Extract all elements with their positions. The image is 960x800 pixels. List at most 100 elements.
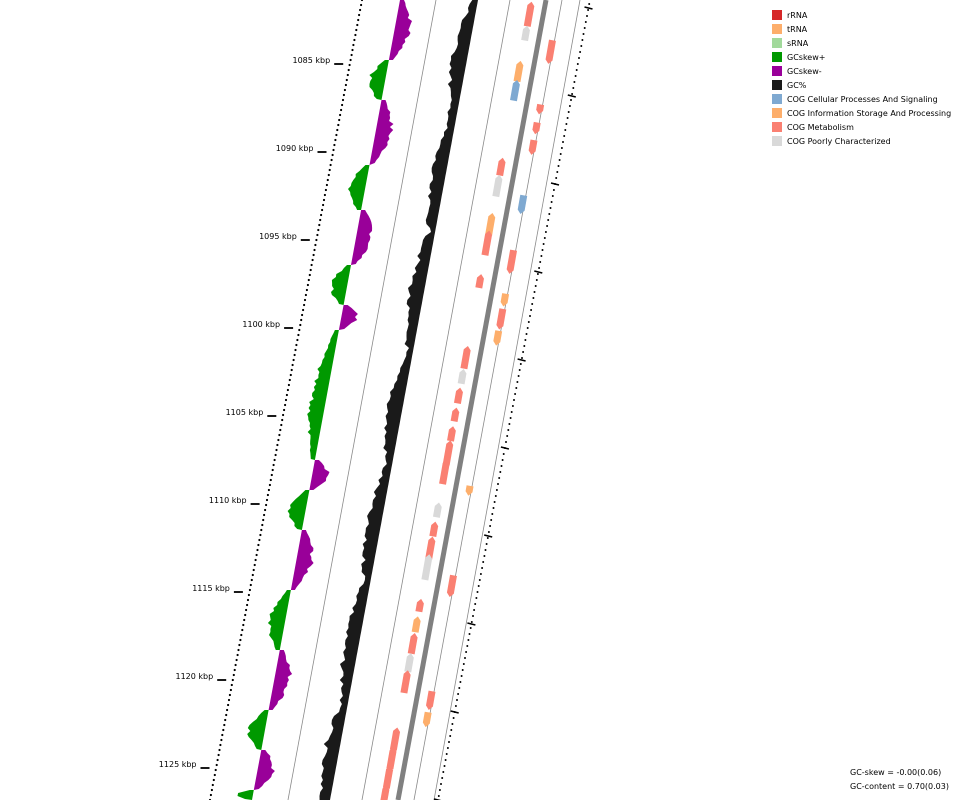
inner-scale-dot [468,633,471,635]
legend-item: rRNA [772,8,951,22]
inner-scale-dot [566,117,569,119]
scale-dot [286,388,289,392]
scale-dot [225,713,228,717]
inner-scale-dot [482,561,485,563]
inner-scale-dot [522,351,525,353]
scale-dot [273,458,276,462]
scale-dot [343,88,346,92]
inner-scale-dot [486,537,489,539]
inner-scale-dot [546,225,549,227]
gene-feature-arrow [475,274,484,289]
scale-dot [356,23,359,27]
inner-scale-dot [565,123,568,125]
gene-feature-arrow [382,765,394,789]
scale-dot [359,8,362,12]
scale-dot [235,658,238,662]
scale-dot [269,478,272,482]
gene-feature-arrow [528,139,538,155]
scale-dot [281,418,284,422]
gene-feature-arrow [421,554,433,581]
inner-scale-dot [584,21,587,23]
gene-feature-arrow [422,711,432,728]
inner-scale-dot [452,717,455,719]
inner-scale-dot [501,459,504,461]
scale-dot [352,43,355,47]
scale-dot [262,518,265,522]
scale-dot [277,438,280,442]
inner-scale-dot [571,93,574,95]
inner-scale-dot [519,363,522,365]
gene-arrow-shape [439,459,450,485]
inner-scale-dot [578,57,580,59]
scale-dot [329,163,332,167]
scale-dot [345,78,348,82]
scale-dot [355,28,358,32]
legend-item: COG Poorly Characterized [772,134,951,148]
backbone-line [395,0,549,800]
scale-dot [267,488,270,492]
gc-content-band [319,0,478,800]
inner-scale-dot [536,273,539,275]
gc-skew-stat: GC-skew = -0.00(0.06) [850,768,942,777]
gene-arrow-shape [382,765,394,789]
inner-scale-tick [567,94,576,98]
scale-dot [278,433,281,437]
inner-scale-tick [450,710,459,714]
scale-dot [291,363,294,367]
scale-dot [223,723,226,727]
scale-dot [265,498,269,502]
scale-dot [227,703,230,707]
inner-scale-tick [534,270,543,274]
inner-scale-dot [525,333,528,335]
scale-dot [313,248,316,252]
gene-arrow-shape [545,39,556,64]
scale-dot [246,603,249,607]
inner-scale-dot [484,549,487,551]
gene-feature-arrow [492,174,503,198]
scale-dot [284,403,287,407]
scale-dot [229,688,232,692]
inner-scale-dot [563,135,566,137]
scale-tick-label: 1105 kbp [226,408,264,417]
inner-scale-dot [544,231,547,233]
legend-item: COG Information Storage And Processing [772,106,951,120]
gc-skew-positive-block [247,710,269,750]
gene-feature-arrow [411,616,421,633]
scale-dot [259,533,262,537]
inner-scale-dot [494,495,497,497]
inner-scale-dot [457,693,460,695]
scale-dot [213,773,216,777]
legend-swatch [772,136,782,146]
scale-dot [332,148,335,152]
scale-dot [256,548,259,552]
inner-scale-dot [446,747,449,749]
inner-scale-tick [484,534,493,538]
gc-skew-negative-block [338,305,358,330]
gene-arrow-shape [429,521,439,537]
scale-dot [246,598,250,602]
scale-dot [325,183,328,187]
scale-dot [288,378,291,382]
scale-dot [330,158,333,162]
inner-scale-dot [586,15,588,17]
inner-scale-dot [514,393,517,395]
scale-dot [335,133,338,137]
scale-dot [305,288,308,292]
gene-feature-arrow [442,440,454,466]
scale-dot [338,118,341,122]
scale-dot [358,13,361,17]
scale-dot [320,213,323,217]
scale-tick-label: 1090 kbp [276,144,314,153]
legend-swatch [772,66,782,76]
legend-label: GCskew+ [787,52,826,62]
scale-dot [342,93,345,97]
gene-arrow-shape [447,426,456,442]
inner-scale-dot [567,111,570,113]
inner-scale-tick [517,358,526,362]
scale-dot [212,778,215,782]
inner-scale-dot [442,771,445,773]
inner-scale-dot [465,651,468,653]
gene-arrow-shape [442,440,454,466]
scale-dot [274,453,277,457]
inner-scale-dot [562,141,564,143]
